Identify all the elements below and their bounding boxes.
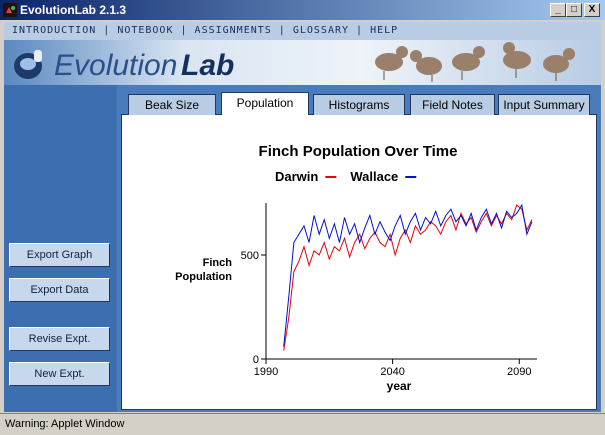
tab[interactable]: Beak Size <box>128 94 216 115</box>
window-title: EvolutionLab 2.1.3 <box>20 3 127 17</box>
y-tick-label: 500 <box>241 250 259 262</box>
tab[interactable]: Histograms <box>313 94 405 115</box>
x-axis-label: year <box>387 379 412 393</box>
tab[interactable]: Population <box>221 92 309 115</box>
content-panel <box>121 114 597 410</box>
menu-item[interactable]: HELP <box>370 25 399 36</box>
legend-label: Wallace <box>350 169 398 184</box>
x-tick-label: 1990 <box>254 366 278 378</box>
banner-art: Evolution Lab <box>14 42 575 82</box>
chart: Finch Population Over Time year 0 500 1990… <box>241 143 537 393</box>
revise-button[interactable]: Revise Expt. <box>9 327 110 351</box>
logo-bold: Lab <box>181 49 234 82</box>
maximize-button[interactable]: □ <box>566 3 582 17</box>
close-button[interactable]: X <box>584 3 600 17</box>
x-tick-label: 2040 <box>380 366 404 378</box>
minimize-button[interactable]: _ <box>550 3 566 17</box>
y-tick-label: 0 <box>253 354 259 366</box>
status-bar: Warning: Applet Window <box>0 413 605 435</box>
menu-item[interactable]: ASSIGNMENTS <box>194 25 272 36</box>
banner: Evolution Lab <box>4 40 601 85</box>
x-tick-label: 2090 <box>507 366 531 378</box>
status-text: Warning: Applet Window <box>5 418 125 430</box>
logo-light: Evolution <box>54 49 177 82</box>
series-line <box>283 203 533 347</box>
legend-label: Darwin <box>275 169 318 184</box>
new-expt-button[interactable]: New Expt. <box>9 362 110 386</box>
tab[interactable]: Field Notes <box>410 94 495 115</box>
export-data-button[interactable]: Export Data <box>9 278 110 302</box>
tab[interactable]: Input Summary <box>498 94 590 115</box>
y-axis-label: Finch Population <box>175 257 232 283</box>
menu-bar: INTRODUCTION | NOTEBOOK | ASSIGNMENTS | … <box>4 22 601 40</box>
menu-item[interactable]: GLOSSARY <box>292 25 350 36</box>
app-icon <box>3 3 17 17</box>
chart-title: Finch Population Over Time <box>259 143 458 160</box>
birds <box>375 42 575 75</box>
menu-item[interactable]: NOTEBOOK <box>117 25 174 36</box>
export-graph-button[interactable]: Export Graph <box>9 243 110 267</box>
series-line <box>283 204 533 351</box>
title-bar: EvolutionLab 2.1.3 <box>0 0 605 20</box>
menu-item[interactable]: INTRODUCTION <box>12 25 97 36</box>
